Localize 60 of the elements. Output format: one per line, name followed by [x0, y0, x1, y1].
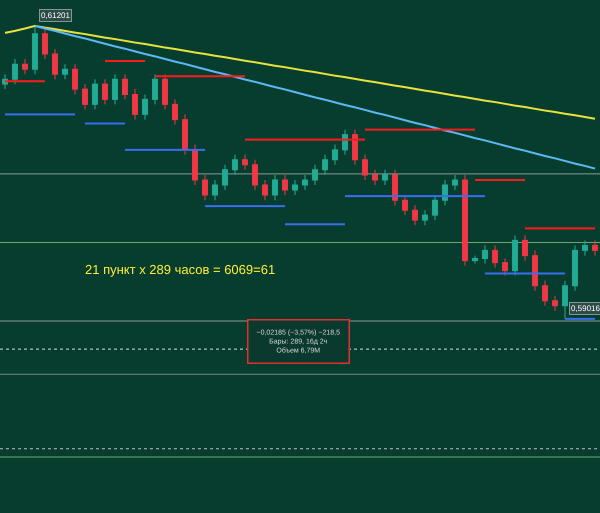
candlestick: [242, 154, 248, 170]
candlestick: [252, 159, 258, 190]
candlestick: [62, 64, 68, 80]
text: 0,61201: [41, 11, 70, 20]
candlestick: [402, 194, 408, 216]
candlestick: [302, 174, 308, 190]
candlestick: [82, 84, 88, 110]
candlestick: [292, 180, 298, 196]
candlestick: [132, 88, 138, 120]
candlestick: [122, 74, 128, 100]
candlestick: [42, 28, 48, 60]
candlestick: [182, 114, 188, 156]
candlestick: [152, 74, 158, 105]
candlestick: [522, 234, 528, 262]
candlestick: [22, 58, 28, 75]
candlestick: [582, 240, 588, 256]
candlestick: [222, 164, 228, 190]
candlestick: [52, 48, 58, 80]
candlestick: [232, 154, 238, 176]
candlestick: [382, 169, 388, 186]
candlestick: [562, 280, 568, 320]
candlestick: [272, 174, 278, 201]
candlestick: [92, 78, 98, 110]
candlestick: [282, 174, 288, 196]
candlestick: [372, 169, 378, 186]
candlestick: [492, 244, 498, 268]
candlestick: [192, 144, 198, 186]
annotation: 21 пункт x 289 часов = 6069=61: [85, 262, 276, 277]
annotation: 0,59016: [571, 304, 600, 313]
candlestick: [172, 98, 178, 126]
candlestick: [572, 244, 578, 292]
candlestick: [482, 244, 488, 264]
candlestick: [112, 74, 118, 105]
candlestick: [312, 164, 318, 186]
candlestick: [472, 255, 478, 264]
candlestick: [142, 94, 148, 120]
candlestick: [162, 74, 168, 110]
candlestick: [392, 169, 398, 206]
candlestick: [532, 250, 538, 292]
candlestick: [322, 154, 328, 176]
candlestick: [332, 144, 338, 166]
candlestick: [352, 129, 358, 166]
candlestick: [72, 64, 78, 95]
candlestick: [212, 180, 218, 201]
candlestick: [552, 295, 558, 312]
candlestick: [502, 258, 508, 276]
candlestick: [32, 25, 38, 75]
candlestick: [542, 280, 548, 306]
candlestick: [592, 240, 598, 256]
candlestick: [512, 234, 518, 276]
candlestick: [262, 180, 268, 201]
candlestick: [362, 154, 368, 181]
candlestick: [422, 210, 428, 226]
candlestick: [412, 204, 418, 226]
candlestick: [462, 174, 468, 266]
candlestick: [102, 78, 108, 105]
candlestick: [202, 174, 208, 201]
candlestick: [452, 174, 458, 190]
candlestick: [12, 58, 18, 85]
candlestick: [432, 194, 438, 221]
